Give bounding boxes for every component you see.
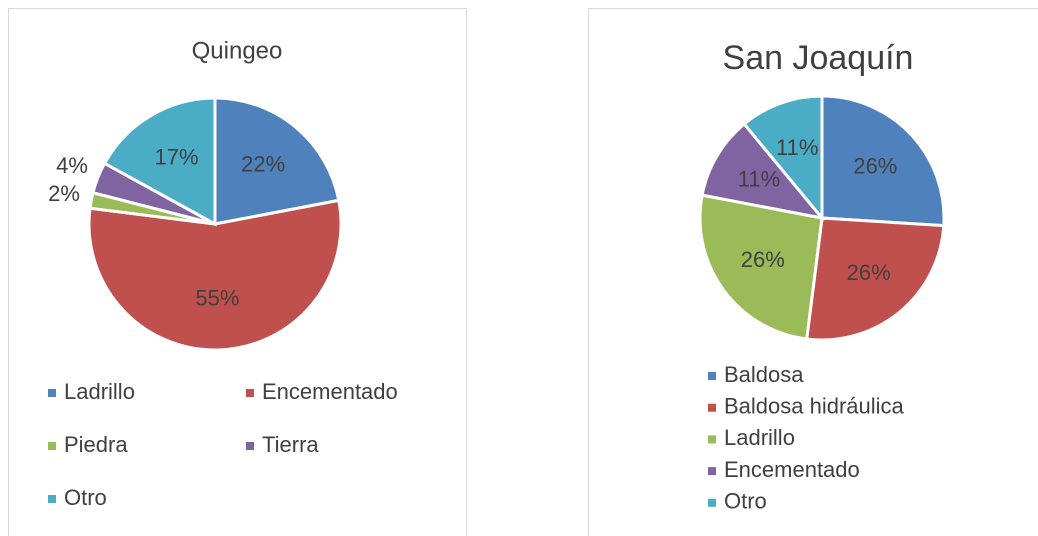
legend-swatch xyxy=(246,442,254,450)
legend-label: Baldosa xyxy=(724,362,804,387)
pie-slice xyxy=(805,216,946,342)
data-label: 26% xyxy=(741,247,785,272)
legend-label: Ladrillo xyxy=(64,379,135,404)
data-label: 55% xyxy=(195,285,239,310)
pie-slice xyxy=(213,96,341,226)
legend-swatch xyxy=(48,442,56,450)
legend-label: Otro xyxy=(724,489,767,514)
legend-label: Tierra xyxy=(262,432,319,457)
pie-slice xyxy=(820,94,946,228)
legend-label: Baldosa hidráulica xyxy=(724,394,905,419)
data-label: 2% xyxy=(48,181,80,206)
legend-swatch xyxy=(48,389,56,397)
data-label: 26% xyxy=(853,154,897,179)
chart-frame xyxy=(8,8,467,536)
legend-swatch xyxy=(48,495,56,503)
legend-label: Encementado xyxy=(262,379,398,404)
legend-label: Encementado xyxy=(724,457,860,482)
pie-slice xyxy=(698,193,824,341)
pie-slice xyxy=(87,198,343,352)
legend-swatch xyxy=(708,498,716,507)
pie-slice xyxy=(102,96,217,227)
chart-title: San Joaquín xyxy=(723,39,914,77)
legend-swatch xyxy=(708,467,716,476)
data-label: 11% xyxy=(776,135,818,160)
legend-label: Ladrillo xyxy=(724,425,795,450)
data-label: 4% xyxy=(56,153,88,178)
data-label: 11% xyxy=(738,167,780,192)
chart-frame xyxy=(588,8,1038,536)
legend-label: Otro xyxy=(64,485,107,510)
legend-label: Piedra xyxy=(64,432,128,457)
legend-swatch xyxy=(708,372,716,380)
pie-slice xyxy=(700,121,826,221)
data-label: 17% xyxy=(154,145,198,170)
pie-slice xyxy=(742,94,824,223)
legend-swatch xyxy=(246,389,254,397)
legend-swatch xyxy=(708,435,716,444)
chart-title: Quingeo xyxy=(192,37,283,64)
data-label: 22% xyxy=(241,152,285,177)
legend-swatch xyxy=(708,403,716,412)
data-label: 26% xyxy=(847,260,891,285)
